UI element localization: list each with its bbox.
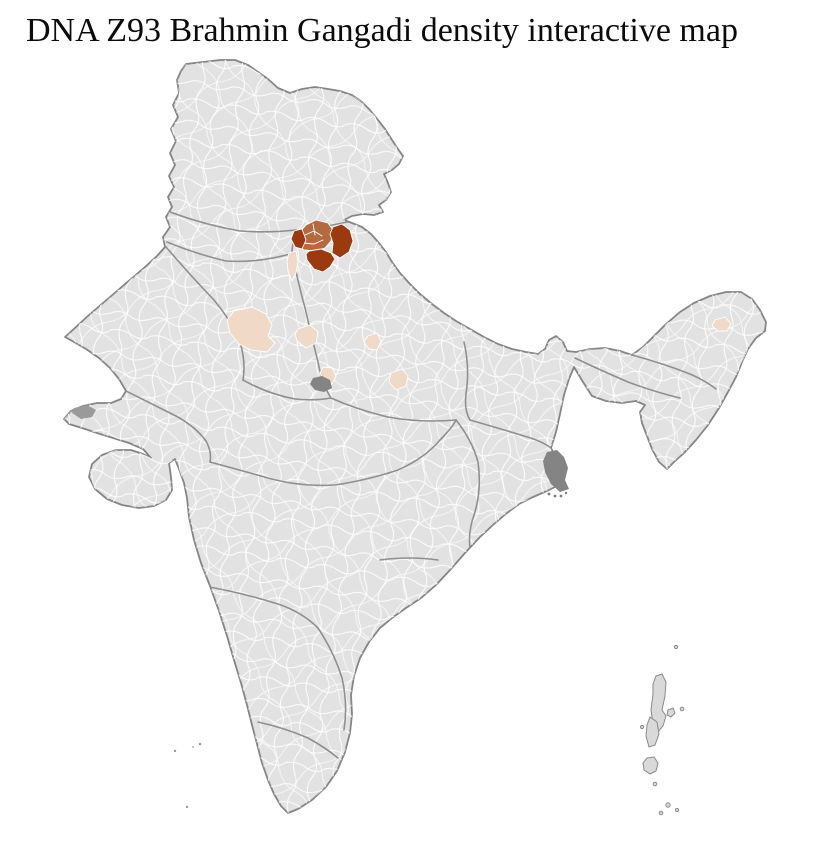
district-inner-lines	[302, 223, 324, 245]
district-low-7[interactable]	[711, 316, 732, 332]
district-low-4[interactable]	[363, 332, 382, 351]
sundarbans-delta-patch[interactable]	[543, 450, 569, 492]
kutch-islet	[72, 405, 96, 419]
density-low-districts[interactable]	[226, 250, 732, 391]
page-title: DNA Z93 Brahmin Gangadi density interact…	[26, 12, 738, 49]
district-low-3[interactable]	[294, 324, 319, 349]
district-high-3[interactable]	[290, 228, 307, 250]
density-high-districts[interactable]	[290, 223, 354, 273]
district-high-2[interactable]	[305, 248, 336, 273]
lakshadweep-islands	[173, 742, 202, 809]
andaman-nicobar-islands[interactable]	[639, 644, 685, 816]
district-low-2[interactable]	[226, 306, 276, 353]
district-low-5[interactable]	[388, 368, 409, 391]
delhi-urban-patch[interactable]	[310, 376, 332, 392]
district-low-1[interactable]	[286, 250, 299, 282]
district-high-1[interactable]	[329, 223, 354, 259]
urban-shades	[72, 376, 569, 498]
